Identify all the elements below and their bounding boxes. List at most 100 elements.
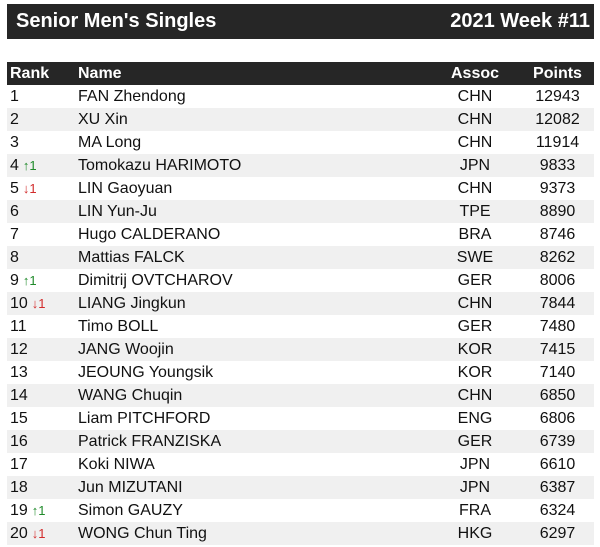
rank-number: 19 — [10, 502, 28, 519]
rank-number: 18 — [10, 479, 28, 496]
rank-cell: 4 ↑1 — [10, 157, 37, 175]
rank-cell: 13 — [10, 364, 28, 382]
player-name: LIN Gaoyuan — [78, 180, 173, 197]
rank-cell: 10 ↓1 — [10, 295, 46, 313]
table-row: 3 MA Long CHN 11914 — [7, 131, 594, 154]
points-value: 9833 — [539, 157, 576, 174]
association-code: GER — [457, 433, 493, 450]
table-header-row: Rank Name Assoc Points — [7, 62, 594, 85]
points-value: 9373 — [539, 180, 576, 197]
points-value: 7140 — [539, 364, 576, 381]
points-value: 6806 — [539, 410, 576, 427]
player-name: MA Long — [78, 134, 142, 151]
rank-cell: 16 — [10, 433, 28, 451]
title-bar: Senior Men's Singles 2021 Week #11 — [7, 4, 594, 39]
rank-number: 17 — [10, 456, 28, 473]
points-value: 6610 — [539, 456, 576, 473]
rank-up-indicator: ↑1 — [22, 158, 37, 173]
rank-down-indicator: ↓1 — [22, 181, 37, 196]
table-row: 19 ↑1 Simon GAUZY FRA 6324 — [7, 499, 594, 522]
points-value: 8746 — [539, 226, 576, 243]
rank-number: 9 — [10, 272, 19, 289]
points-value: 11914 — [535, 134, 580, 151]
player-name: Timo BOLL — [78, 318, 159, 335]
rank-cell: 11 — [10, 318, 27, 336]
points-value: 6324 — [539, 502, 576, 519]
association-code: HKG — [457, 525, 493, 542]
player-name: XU Xin — [78, 111, 128, 128]
player-name: LIANG Jingkun — [78, 295, 186, 312]
player-name: Hugo CALDERANO — [78, 226, 221, 243]
rank-down-indicator: ↓1 — [31, 526, 46, 541]
rank-cell: 15 — [10, 410, 28, 428]
rank-number: 6 — [10, 203, 19, 220]
player-name: Tomokazu HARIMOTO — [78, 157, 242, 174]
rank-cell: 9 ↑1 — [10, 272, 37, 290]
player-name: Liam PITCHFORD — [78, 410, 211, 427]
ranking-week: 2021 Week #11 — [450, 10, 590, 32]
table-row: 6 LIN Yun-Ju TPE 8890 — [7, 200, 594, 223]
table-row: 17 Koki NIWA JPN 6610 — [7, 453, 594, 476]
association-code: JPN — [459, 456, 491, 473]
points-value: 7415 — [539, 341, 576, 358]
table-row: 2 XU Xin CHN 12082 — [7, 108, 594, 131]
column-header-points: Points — [533, 65, 582, 82]
table-row: 20 ↓1 WONG Chun Ting HKG 6297 — [7, 522, 594, 545]
player-name: Jun MIZUTANI — [78, 479, 183, 496]
table-row: 5 ↓1 LIN Gaoyuan CHN 9373 — [7, 177, 594, 200]
association-code: KOR — [457, 341, 493, 358]
table-row: 1 FAN Zhendong CHN 12943 — [7, 85, 594, 108]
rank-number: 7 — [10, 226, 19, 243]
player-name: WANG Chuqin — [78, 387, 183, 404]
rank-number: 13 — [10, 364, 28, 381]
table-row: 9 ↑1 Dimitrij OVTCHAROV GER 8006 — [7, 269, 594, 292]
ranking-table: Rank Name Assoc Points 1 FAN Zhendong CHN 1… — [7, 62, 594, 545]
points-value: 6297 — [539, 525, 576, 542]
rank-cell: 2 — [10, 111, 19, 129]
points-value: 6387 — [539, 479, 576, 496]
rank-cell: 20 ↓1 — [10, 525, 46, 543]
rank-cell: 12 — [10, 341, 28, 359]
rank-cell: 8 — [10, 249, 19, 267]
association-code: FRA — [459, 502, 491, 519]
association-code: CHN — [457, 88, 493, 105]
association-code: JPN — [459, 157, 491, 174]
rank-number: 5 — [10, 180, 19, 197]
rank-number: 3 — [10, 134, 19, 151]
player-name: JEOUNG Youngsik — [78, 364, 214, 381]
player-name: FAN Zhendong — [78, 88, 186, 105]
association-code: GER — [457, 318, 493, 335]
association-code: CHN — [457, 134, 493, 151]
association-code: JPN — [459, 479, 491, 496]
points-value: 6850 — [539, 387, 576, 404]
points-value: 7480 — [539, 318, 576, 335]
rank-number: 20 — [10, 525, 28, 542]
rank-up-indicator: ↑1 — [31, 503, 46, 518]
table-row: 12 JANG Woojin KOR 7415 — [7, 338, 594, 361]
points-value: 8262 — [539, 249, 576, 266]
rank-number: 1 — [10, 88, 19, 105]
table-row: 10 ↓1 LIANG Jingkun CHN 7844 — [7, 292, 594, 315]
rank-number: 2 — [10, 111, 19, 128]
rank-cell: 3 — [10, 134, 19, 152]
association-code: KOR — [457, 364, 493, 381]
points-value: 8890 — [539, 203, 576, 220]
rank-number: 16 — [10, 433, 28, 450]
association-code: CHN — [457, 387, 493, 404]
table-row: 13 JEOUNG Youngsik KOR 7140 — [7, 361, 594, 384]
rank-number: 10 — [10, 295, 28, 312]
table-row: 4 ↑1 Tomokazu HARIMOTO JPN 9833 — [7, 154, 594, 177]
points-value: 12943 — [535, 88, 580, 105]
rank-cell: 5 ↓1 — [10, 180, 37, 198]
table-row: 16 Patrick FRANZISKA GER 6739 — [7, 430, 594, 453]
player-name: Patrick FRANZISKA — [78, 433, 222, 450]
rank-cell: 7 — [10, 226, 19, 244]
table-row: 8 Mattias FALCK SWE 8262 — [7, 246, 594, 269]
points-value: 12082 — [535, 111, 580, 128]
rank-number: 14 — [10, 387, 28, 404]
rank-number: 4 — [10, 157, 19, 174]
association-code: TPE — [459, 203, 491, 220]
table-row: 15 Liam PITCHFORD ENG 6806 — [7, 407, 594, 430]
table-row: 14 WANG Chuqin CHN 6850 — [7, 384, 594, 407]
rank-cell: 1 — [10, 88, 19, 106]
